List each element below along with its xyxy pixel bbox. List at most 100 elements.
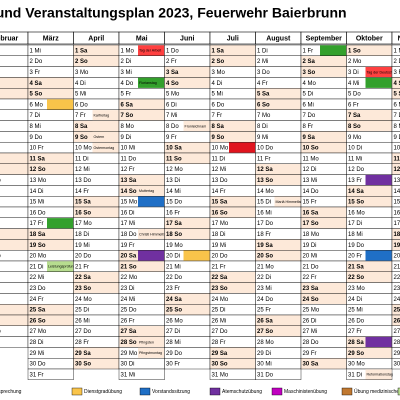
day-cell xyxy=(391,228,400,240)
day-label: 6 Di xyxy=(166,102,177,108)
day-label: 1 Sa xyxy=(75,48,88,54)
day-label: 7 Fr xyxy=(75,113,86,119)
day-label: 4 So xyxy=(166,81,179,87)
day-label: 11 Sa xyxy=(394,156,400,162)
legend-label: Vorstandssitzung xyxy=(152,389,190,395)
month-name: Juli xyxy=(227,35,239,42)
day-label: 14 Do xyxy=(303,189,320,195)
day-label: 13 Di xyxy=(166,178,180,184)
event-cell xyxy=(183,250,210,261)
day-cell xyxy=(0,55,29,67)
day-label: 20 Mo xyxy=(30,254,47,260)
day-label: 30 Mo xyxy=(348,362,365,368)
day-cell xyxy=(391,304,400,316)
day-label: 11 Mo xyxy=(303,156,320,162)
day-cell xyxy=(391,293,400,305)
day-label: 30 Fr xyxy=(166,362,180,368)
day-label: 27 Fr xyxy=(348,329,362,335)
day-label: 14 Mi xyxy=(166,189,181,195)
day-cell xyxy=(0,260,29,273)
day-label: 26 So xyxy=(30,318,46,324)
month-name: September xyxy=(306,35,342,42)
legend-swatch xyxy=(71,387,83,396)
day-label: 16 Sa xyxy=(303,210,319,216)
day-label: 17 Sa xyxy=(166,221,182,227)
event-label: Muttertag xyxy=(139,189,154,193)
day-label: 22 Mo xyxy=(121,275,138,281)
day-label: 28 Mo xyxy=(257,340,274,346)
legend-swatch xyxy=(209,387,221,396)
day-label: 5 Sa xyxy=(257,92,270,98)
day-label: 21 Mo xyxy=(257,264,274,270)
event-label: Leistungsprüfung xyxy=(48,265,76,269)
day-label: 18 Fr xyxy=(257,232,271,238)
event-cell xyxy=(138,228,165,240)
day-label: 29 Sa xyxy=(212,351,228,357)
day-label: 13 Do xyxy=(212,178,229,184)
day-label: 18 Mi xyxy=(348,232,363,238)
day-label: 5 Mi xyxy=(212,92,223,98)
event-cell xyxy=(320,45,347,56)
day-cell xyxy=(0,44,29,57)
day-label: 12 So xyxy=(30,167,46,173)
day-label: 14 Fr xyxy=(75,189,89,195)
day-label: 16 So xyxy=(75,210,91,216)
day-label: 22 Fr xyxy=(303,275,317,281)
day-label: 29 Sa xyxy=(75,351,91,357)
day-label: 21 Sa xyxy=(348,264,364,270)
day-cell xyxy=(0,163,29,175)
day-label: 1 Mi xyxy=(394,48,400,54)
day-label: 9 Do xyxy=(30,135,43,141)
day-cell xyxy=(0,98,29,111)
day-label: 19 Sa xyxy=(257,243,273,249)
day-label: 25 Di xyxy=(212,308,226,314)
day-label: 15 Mi xyxy=(394,200,400,206)
month-name: April xyxy=(88,35,104,42)
month-name: Oktober xyxy=(356,35,383,42)
day-label: 31 Mi xyxy=(121,372,136,378)
day-label: 6 So xyxy=(257,102,270,108)
day-label: 19 So xyxy=(394,243,400,249)
event-cell xyxy=(138,77,165,88)
day-label: 24 Di xyxy=(348,297,362,303)
month-name: August xyxy=(266,35,291,42)
day-label: 8 Do xyxy=(166,124,179,130)
day-label: 24 Do xyxy=(257,297,274,303)
day-label: 6 Do xyxy=(212,102,225,108)
event-label: Pfingstmontag xyxy=(139,351,162,355)
day-label: 12 Mo xyxy=(166,167,183,173)
day-label: 31 Do xyxy=(257,372,274,378)
day-label: 8 Fr xyxy=(303,124,314,130)
day-cell xyxy=(27,368,74,381)
day-label: 14 Fr xyxy=(212,189,226,195)
day-label: 24 Mi xyxy=(121,297,136,303)
day-label: 3 Mi xyxy=(121,70,132,76)
day-label: 4 Fr xyxy=(257,81,268,87)
day-label: 3 So xyxy=(303,70,316,76)
day-label: 18 Di xyxy=(75,232,89,238)
event-cell xyxy=(47,218,74,229)
day-cell xyxy=(0,217,29,229)
day-label: 1 Fr xyxy=(303,48,314,54)
day-label: 8 Di xyxy=(257,124,268,130)
day-label: 11 Do xyxy=(121,156,137,162)
day-label: 2 Mi xyxy=(257,59,268,65)
day-label: 10 Sa xyxy=(166,146,182,152)
day-label: 17 Fr xyxy=(30,221,44,227)
day-label: 8 Sa xyxy=(75,124,88,130)
day-label: 4 Mo xyxy=(303,81,317,87)
day-cell xyxy=(391,271,400,283)
day-cell xyxy=(391,185,400,197)
day-label: 9 Di xyxy=(121,135,132,141)
day-label: 10 Fr xyxy=(394,146,400,152)
day-label: 21 So xyxy=(121,264,137,270)
day-label: 24 So xyxy=(303,297,319,303)
event-label: Pfingsten xyxy=(139,340,154,344)
day-label: 27 Do xyxy=(212,329,229,335)
month-name: Juni xyxy=(180,35,194,42)
day-label: 14 Sa xyxy=(348,189,364,195)
day-label: 16 Fr xyxy=(166,210,180,216)
day-label: 3 Di xyxy=(348,70,359,76)
day-label: 20 Mo xyxy=(0,254,1,260)
day-label: 22 Mi xyxy=(394,275,400,281)
